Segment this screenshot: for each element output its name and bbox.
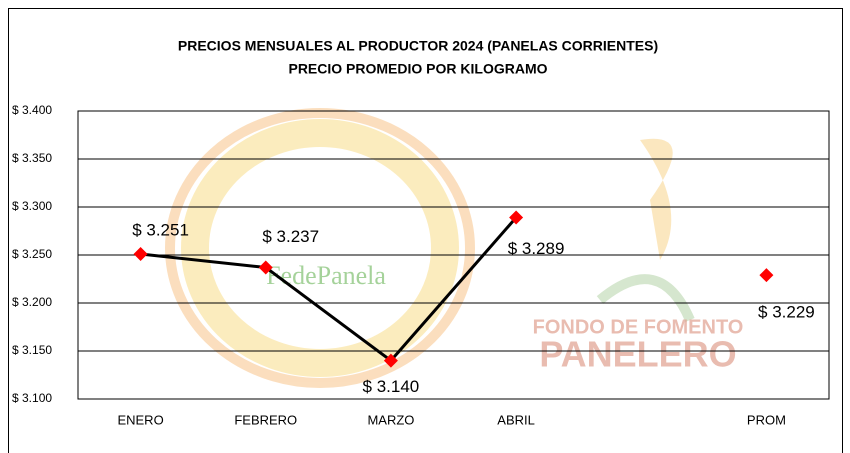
x-tick-label: MARZO <box>367 412 414 427</box>
x-tick-label: FEBRERO <box>234 412 297 427</box>
data-label: $ 3.140 <box>363 377 420 396</box>
y-tick-label: $ 3.250 <box>12 247 52 261</box>
chart-subtitle: PRECIO PROMEDIO POR KILOGRAMO <box>288 61 547 77</box>
chart: FedePanela FONDO DE FOMENTO PANELERO PRE… <box>0 0 850 453</box>
watermark-text: FedePanela <box>266 261 386 290</box>
data-label: $ 3.251 <box>132 221 189 240</box>
data-label: $ 3.237 <box>262 227 319 246</box>
x-tick-label: ENERO <box>117 412 163 427</box>
data-label: $ 3.289 <box>508 239 565 258</box>
y-tick-label: $ 3.150 <box>12 343 52 357</box>
y-tick-label: $ 3.300 <box>12 199 52 213</box>
data-label: $ 3.229 <box>758 303 815 322</box>
x-tick-label: PROM <box>747 412 786 427</box>
y-tick-label: $ 3.200 <box>12 295 52 309</box>
y-tick-label: $ 3.400 <box>12 103 52 117</box>
y-tick-label: $ 3.350 <box>12 151 52 165</box>
watermark-text: PANELERO <box>539 334 736 375</box>
y-tick-label: $ 3.100 <box>12 391 52 405</box>
x-tick-label: ABRIL <box>497 412 535 427</box>
chart-title: PRECIOS MENSUALES AL PRODUCTOR 2024 (PAN… <box>178 38 658 54</box>
